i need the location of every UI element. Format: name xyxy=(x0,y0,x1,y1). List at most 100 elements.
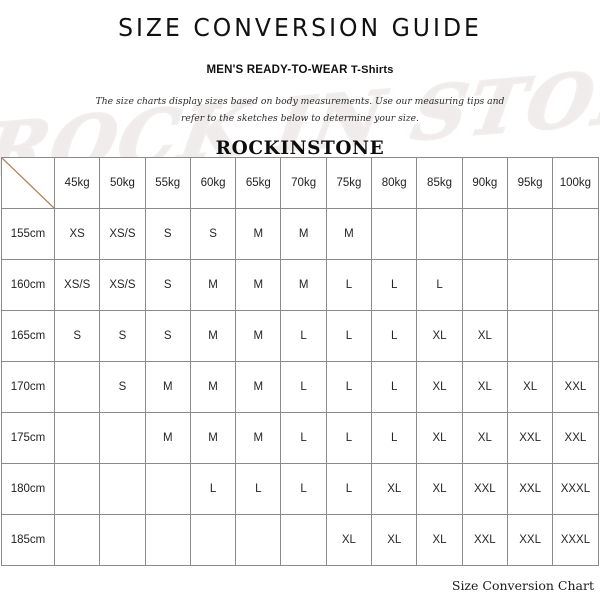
size-cell-empty xyxy=(552,310,599,362)
size-cell: L xyxy=(280,412,327,464)
size-cell: L xyxy=(416,259,463,311)
size-cell-empty xyxy=(99,412,146,464)
size-cell: M xyxy=(235,361,282,413)
size-cell: XL xyxy=(416,310,463,362)
size-cell: S xyxy=(99,361,146,413)
size-cell: M xyxy=(235,259,282,311)
height-label-175cm: 175cm xyxy=(1,412,55,464)
size-cell-empty xyxy=(53,361,101,413)
size-cell: XL xyxy=(416,412,463,464)
diagonal-divider-icon xyxy=(2,158,54,208)
weight-header-100kg: 100kg xyxy=(552,157,599,209)
weight-header-row: 45kg 50kg 55kg 60kg 65kg 70kg 75kg 80kg 85kg 90kg… xyxy=(1,157,599,209)
weight-header-75kg: 75kg xyxy=(325,157,373,209)
size-cell-empty xyxy=(99,514,146,566)
size-cell-empty xyxy=(461,208,508,260)
document-subtitle: MEN'S READY-TO-WEAR T-Shirts xyxy=(0,64,600,76)
table-row: 160cm XS/S XS/S S M M M L L L xyxy=(1,259,599,311)
size-cell: XXL xyxy=(506,463,554,515)
size-cell-empty xyxy=(235,514,282,566)
size-cell-empty xyxy=(53,463,101,515)
size-cell: XXXL xyxy=(552,514,599,566)
size-cell: L xyxy=(371,310,418,362)
size-cell: XXL xyxy=(461,514,508,566)
size-cell: XL xyxy=(371,514,418,566)
document-header: SIZE CONVERSION GUIDE MEN'S READY-TO-WEA… xyxy=(0,0,600,159)
size-cell-empty xyxy=(371,208,418,260)
size-cell: L xyxy=(371,259,418,311)
size-conversion-table: 45kg 50kg 55kg 60kg 65kg 70kg 75kg 80kg 85kg 90kg… xyxy=(1,157,599,566)
weight-header-65kg: 65kg xyxy=(235,157,282,209)
size-cell-empty xyxy=(144,463,191,515)
size-cell-empty xyxy=(506,259,554,311)
size-cell: L xyxy=(325,361,373,413)
chart-description: The size charts display sizes based on b… xyxy=(95,96,505,124)
size-cell: M xyxy=(189,361,237,413)
size-cell: XL xyxy=(371,463,418,515)
height-label-155cm: 155cm xyxy=(1,208,55,260)
size-cell: XL xyxy=(325,514,373,566)
size-chart-container: 45kg 50kg 55kg 60kg 65kg 70kg 75kg 80kg 85kg 90kg… xyxy=(1,157,599,566)
size-cell: XL xyxy=(506,361,554,413)
weight-header-70kg: 70kg xyxy=(280,157,327,209)
size-cell: L xyxy=(280,463,327,515)
size-cell: S xyxy=(144,310,191,362)
weight-header-55kg: 55kg xyxy=(144,157,191,209)
corner-axis-cell xyxy=(1,157,55,209)
size-cell: M xyxy=(144,412,191,464)
size-cell-empty xyxy=(506,310,554,362)
size-cell: XS/S xyxy=(53,259,101,311)
size-cell: S xyxy=(189,208,237,260)
size-cell-empty xyxy=(99,463,146,515)
size-cell: S xyxy=(99,310,146,362)
table-header: 45kg 50kg 55kg 60kg 65kg 70kg 75kg 80kg 85kg 90kg… xyxy=(1,157,599,209)
size-cell: M xyxy=(235,208,282,260)
size-cell: L xyxy=(280,361,327,413)
size-cell: XL xyxy=(416,361,463,413)
size-cell-empty xyxy=(189,514,237,566)
size-cell: XL xyxy=(416,514,463,566)
size-cell: M xyxy=(280,208,327,260)
size-cell: XS/S xyxy=(99,208,146,260)
size-cell: XXL xyxy=(552,361,599,413)
table-row: 170cm S M M M L L L XL XL XL XXL xyxy=(1,361,599,413)
size-cell-empty xyxy=(280,514,327,566)
size-cell: M xyxy=(235,412,282,464)
height-label-170cm: 170cm xyxy=(1,361,55,413)
height-label-180cm: 180cm xyxy=(1,463,55,515)
subtitle-category: MEN'S READY-TO-WEAR xyxy=(206,64,348,76)
size-cell-empty xyxy=(552,208,599,260)
table-body: 155cm XS XS/S S S M M M 160cm XS/S XS/S S M M M L L L 165c… xyxy=(1,208,599,566)
weight-header-60kg: 60kg xyxy=(189,157,237,209)
size-cell: L xyxy=(325,259,373,311)
size-cell: XXXL xyxy=(552,463,599,515)
size-cell: L xyxy=(189,463,237,515)
page-title: SIZE CONVERSION GUIDE xyxy=(118,13,482,42)
table-row: 165cm S S S M M L L L XL XL xyxy=(1,310,599,362)
size-cell-empty xyxy=(53,514,101,566)
size-cell: XL xyxy=(461,310,508,362)
size-cell: M xyxy=(189,310,237,362)
brand-name: ROCKINSTONE xyxy=(215,138,385,159)
table-row: 175cm M M M L L L XL XL XXL XXL xyxy=(1,412,599,464)
size-cell-empty xyxy=(461,259,508,311)
size-cell: L xyxy=(325,310,373,362)
table-row: 185cm XL XL XL XXL XXL XXXL xyxy=(1,514,599,566)
size-cell: XXL xyxy=(506,514,554,566)
size-cell: L xyxy=(325,412,373,464)
size-cell: S xyxy=(144,259,191,311)
size-cell: M xyxy=(144,361,191,413)
size-cell: S xyxy=(53,310,101,362)
weight-header-50kg: 50kg xyxy=(99,157,146,209)
weight-header-80kg: 80kg xyxy=(371,157,418,209)
height-label-185cm: 185cm xyxy=(1,514,55,566)
table-row: 155cm XS XS/S S S M M M xyxy=(1,208,599,260)
height-label-160cm: 160cm xyxy=(1,259,55,311)
footer-caption: Size Conversion Chart xyxy=(451,578,594,593)
size-cell: S xyxy=(144,208,191,260)
size-cell: XL xyxy=(461,361,508,413)
size-cell-empty xyxy=(552,259,599,311)
size-cell: XS/S xyxy=(99,259,146,311)
size-cell: M xyxy=(325,208,373,260)
size-cell: M xyxy=(235,310,282,362)
